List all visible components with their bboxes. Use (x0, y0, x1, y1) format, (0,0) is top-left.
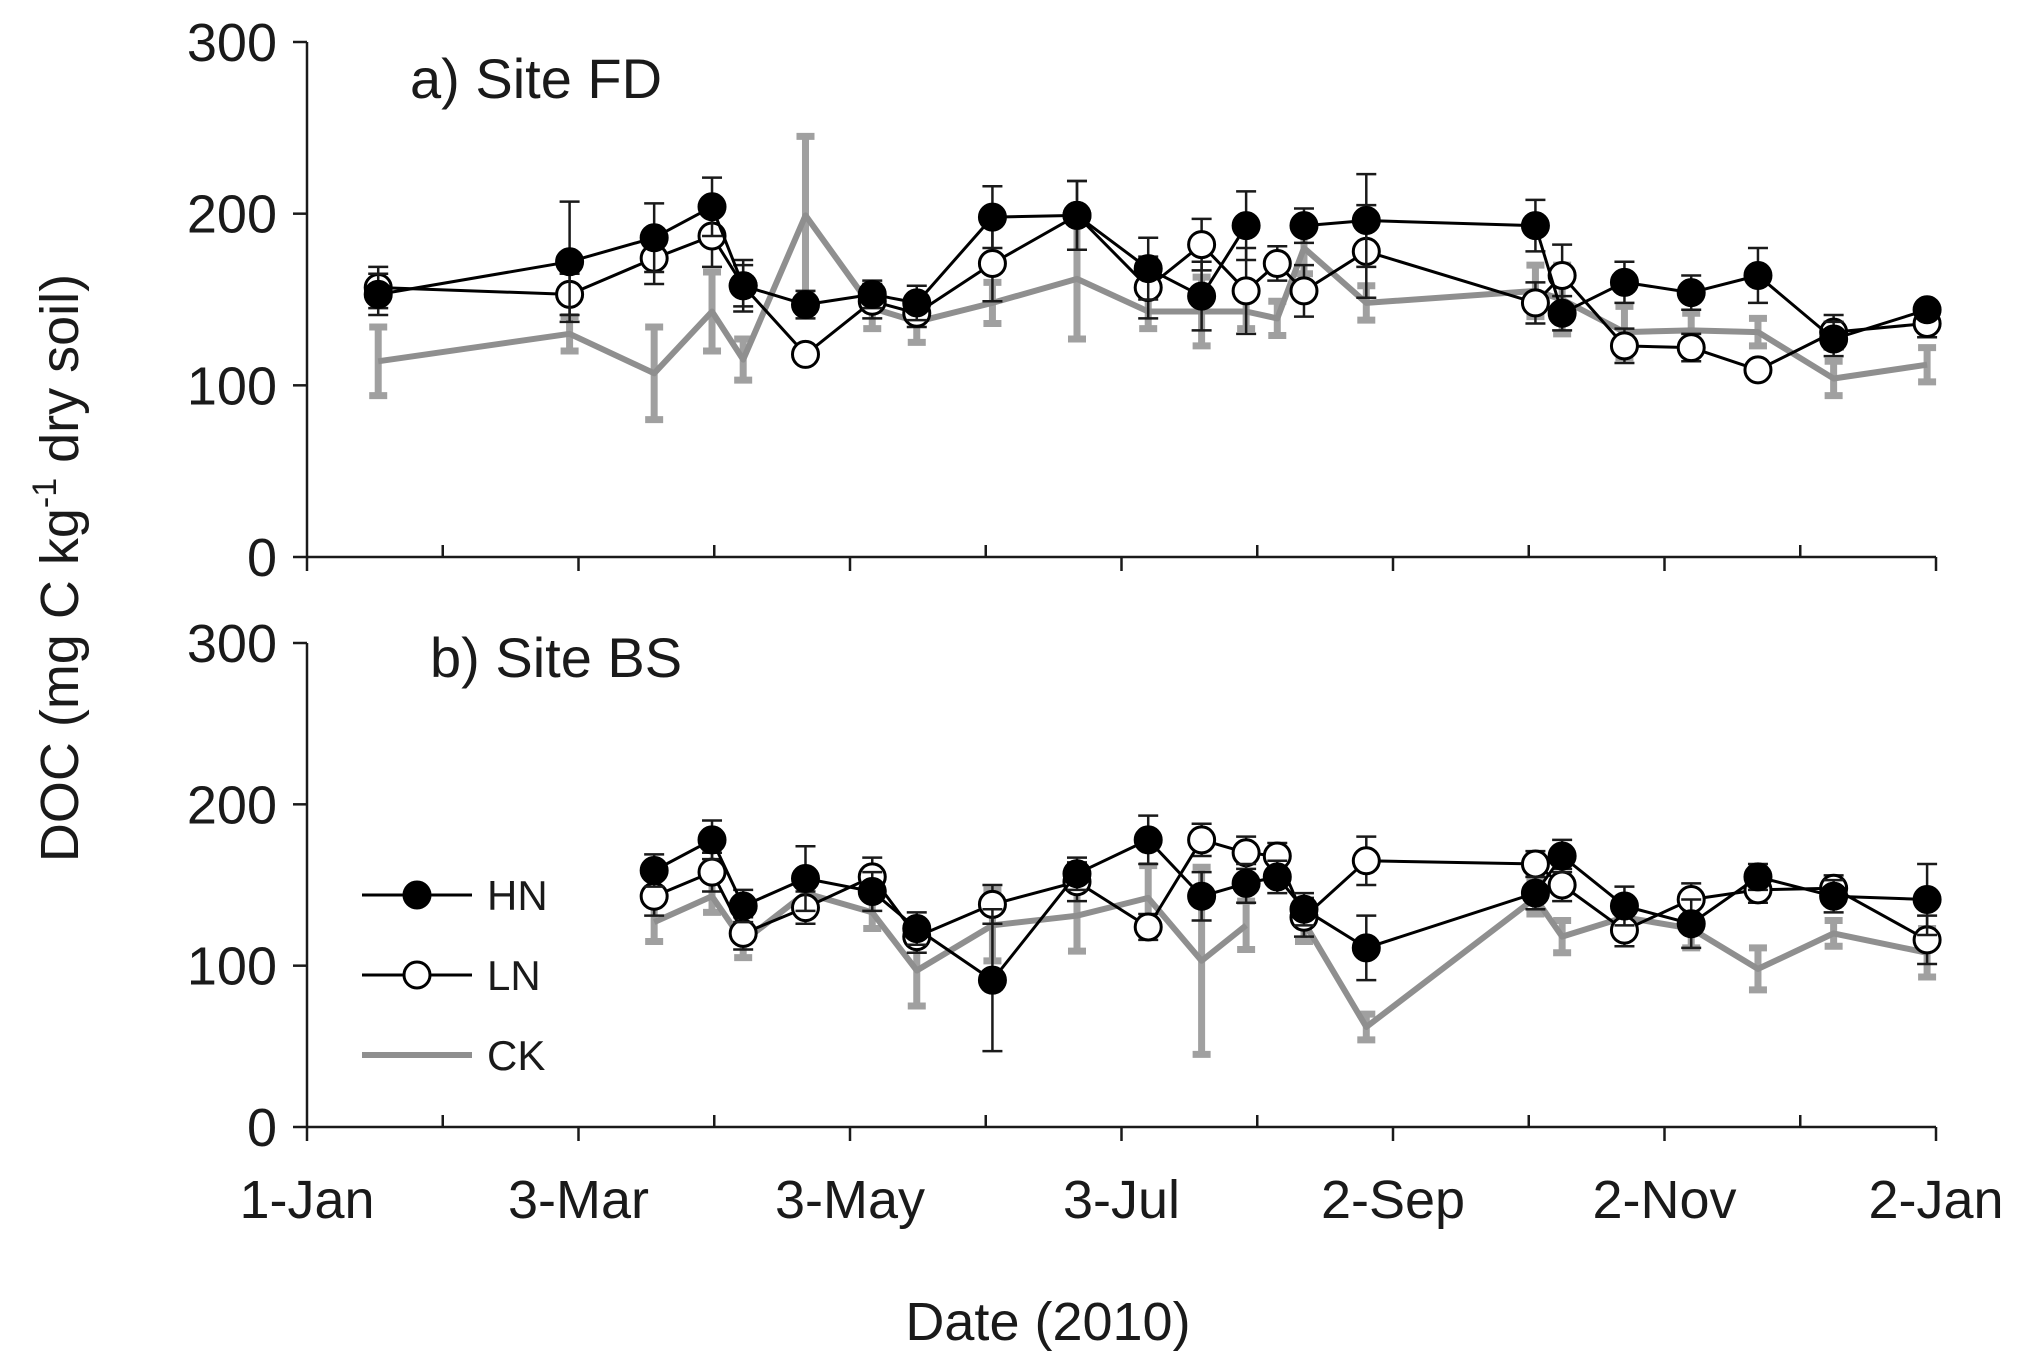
series-hn-bs (639, 814, 1942, 1053)
point-hn (1289, 894, 1319, 924)
point-hn (639, 855, 669, 885)
point-hn (790, 864, 820, 894)
legend-label-hn: HN (487, 872, 548, 919)
point-hn (1547, 298, 1577, 328)
point-hn (1262, 862, 1292, 892)
panel-site-bs: 0 100 200 300 b) Site BS (187, 614, 1942, 1158)
x-axis-title: Date (2010) (905, 1292, 1190, 1352)
point-hn (1912, 295, 1942, 325)
point-hn (1520, 211, 1550, 241)
x-tick-label: 3-Mar (508, 1170, 649, 1230)
point-hn (1351, 933, 1381, 963)
y-tick-label-bs: 300 (187, 614, 277, 674)
point-ln (977, 248, 1007, 278)
point-hn (555, 247, 585, 277)
point-ln (728, 918, 758, 948)
legend-marker-ln (402, 960, 432, 990)
point-ln (697, 857, 727, 887)
legend: HN LN CK (362, 872, 548, 1079)
point-hn (1187, 881, 1217, 911)
point-hn (1819, 881, 1849, 911)
y-axis-title: DOC (mg C kg-1 dry soil) (26, 274, 90, 862)
point-ln (1262, 248, 1292, 278)
point-hn (977, 965, 1007, 995)
panel-title-bs: b) Site BS (430, 626, 682, 689)
point-hn (1676, 909, 1706, 939)
point-ln (1743, 355, 1773, 385)
point-hn (639, 223, 669, 253)
point-hn (1609, 267, 1639, 297)
y-tick-label-fd: 0 (247, 528, 277, 588)
point-hn (977, 202, 1007, 232)
point-ln (1133, 912, 1163, 942)
point-hn (790, 290, 820, 320)
point-hn (857, 279, 887, 309)
point-hn (1351, 206, 1381, 236)
y-axis-title-tail: dry soil) (30, 274, 90, 478)
point-hn (1676, 278, 1706, 308)
point-hn (857, 876, 887, 906)
x-axis-labels: 1-Jan 3-Mar 3-May 3-Jul 2-Sep 2-Nov 2-Jan (239, 1170, 2003, 1230)
point-ln (1187, 825, 1217, 855)
point-hn (1062, 859, 1092, 889)
legend-marker-hn (402, 880, 432, 910)
point-ln (1231, 276, 1261, 306)
point-ln (1676, 333, 1706, 363)
point-hn (1547, 841, 1577, 871)
point-hn (1187, 281, 1217, 311)
point-ln (1289, 276, 1319, 306)
point-hn (697, 825, 727, 855)
point-hn (1133, 254, 1163, 284)
y-tick-label-fd: 100 (187, 356, 277, 416)
series-hn-fd (363, 172, 1942, 358)
point-hn (1609, 891, 1639, 921)
y-axis-title-main: DOC (mg C kg (30, 508, 90, 862)
point-hn (1231, 211, 1261, 241)
point-ln (1520, 288, 1550, 318)
point-ln (790, 339, 820, 369)
legend-label-ck: CK (487, 1032, 545, 1079)
panel-title-fd: a) Site FD (410, 47, 662, 110)
point-hn (1819, 324, 1849, 354)
panel-site-fd: 0 100 200 300 a) Site FD (187, 13, 1942, 588)
point-hn (697, 192, 727, 222)
point-ln (1609, 331, 1639, 361)
point-hn (1062, 200, 1092, 230)
point-ln (1231, 838, 1261, 868)
x-tick-label: 2-Nov (1592, 1170, 1736, 1230)
point-hn (1289, 211, 1319, 241)
y-tick-label-fd: 200 (187, 185, 277, 245)
point-hn (1912, 885, 1942, 915)
y-axis-title-superscript: -1 (26, 478, 64, 508)
y-tick-label-fd: 300 (187, 13, 277, 73)
point-hn (1133, 825, 1163, 855)
point-hn (902, 288, 932, 318)
y-tick-label-bs: 0 (247, 1098, 277, 1158)
point-hn (902, 914, 932, 944)
point-ln (1187, 230, 1217, 260)
y-tick-label-bs: 200 (187, 775, 277, 835)
x-tick-label: 3-Jul (1063, 1170, 1180, 1230)
svg-text:DOC (mg C kg-1 dry soil): DOC (mg C kg-1 dry soil) (26, 274, 90, 862)
point-hn (1520, 878, 1550, 908)
point-ln (1520, 849, 1550, 879)
x-tick-label: 3-May (775, 1170, 925, 1230)
x-tick-label: 2-Jan (1868, 1170, 2003, 1230)
point-hn (1231, 868, 1261, 898)
y-tick-label-bs: 100 (187, 937, 277, 997)
point-hn (728, 271, 758, 301)
point-hn (363, 279, 393, 309)
legend-label-ln: LN (487, 952, 541, 999)
point-hn (1743, 260, 1773, 290)
x-tick-label: 2-Sep (1321, 1170, 1465, 1230)
x-tick-label: 1-Jan (239, 1170, 374, 1230)
point-ln (1351, 846, 1381, 876)
point-hn (728, 891, 758, 921)
point-hn (1743, 862, 1773, 892)
point-ln (1547, 870, 1577, 900)
